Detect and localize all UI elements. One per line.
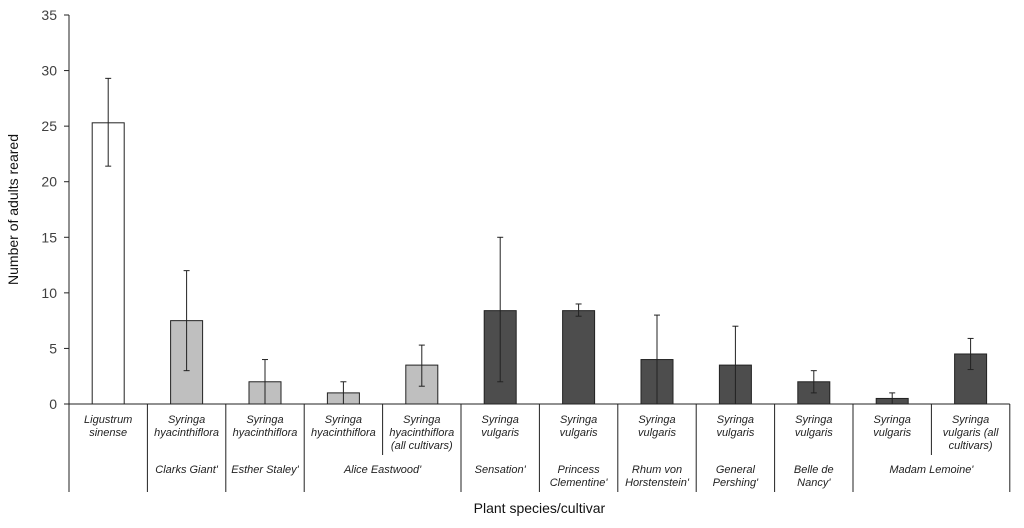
- category-label: cultivars): [949, 440, 993, 452]
- y-tick-label: 20: [41, 174, 57, 190]
- category-label: Ligustrum: [84, 414, 132, 426]
- y-tick-label: 0: [49, 396, 57, 412]
- category-label: Syringa: [560, 414, 597, 426]
- category-label: vulgaris: [873, 427, 911, 439]
- category-label: vulgaris: [560, 427, 598, 439]
- bar: [562, 310, 596, 405]
- cultivar-label: Pershing': [713, 477, 759, 489]
- cultivar-label: Belle de: [794, 464, 834, 476]
- category-label: Syringa: [246, 414, 283, 426]
- y-tick-label: 25: [41, 118, 57, 134]
- category-label: Syringa: [325, 414, 362, 426]
- category-label: Syringa: [638, 414, 675, 426]
- y-axis-ticks: 0 5 10 15 20 25 30 35: [41, 7, 69, 412]
- category-label: hyacinthiflora: [311, 427, 376, 439]
- cultivar-label: Horstenstein': [625, 477, 690, 489]
- category-label: hyacinthiflora: [233, 427, 298, 439]
- category-label: vulgaris: [481, 427, 519, 439]
- cultivar-label: Madam Lemoine': [889, 464, 974, 476]
- y-tick-label: 10: [41, 285, 57, 301]
- cultivar-label: Clarks Giant': [155, 464, 219, 476]
- cultivar-label: Alice Eastwood': [343, 464, 422, 476]
- cultivar-label: Nancy': [797, 477, 831, 489]
- category-label: Syringa: [874, 414, 911, 426]
- category-label: vulgaris: [716, 427, 754, 439]
- y-tick-label: 30: [41, 63, 57, 79]
- y-tick-label: 35: [41, 7, 57, 23]
- category-label: hyacinthiflora: [389, 427, 454, 439]
- cultivar-labels: Clarks Giant' Esther Staley' Alice Eastwoo…: [155, 464, 974, 489]
- y-tick-label: 5: [49, 340, 57, 356]
- cultivar-label: Clementine': [550, 477, 609, 489]
- category-label: Syringa: [403, 414, 440, 426]
- bars-group: [91, 122, 988, 405]
- category-label: Syringa: [795, 414, 832, 426]
- cultivar-label: Rhum von: [632, 464, 682, 476]
- category-label: Syringa: [482, 414, 519, 426]
- category-label: hyacinthiflora: [154, 427, 219, 439]
- category-label: Syringa: [168, 414, 205, 426]
- category-label: (all cultivars): [391, 440, 453, 452]
- category-label: Syringa: [717, 414, 754, 426]
- category-label: vulgaris: [795, 427, 833, 439]
- category-label: Syringa: [952, 414, 989, 426]
- error-bars-group: [105, 77, 974, 405]
- category-label: vulgaris: [638, 427, 676, 439]
- cultivar-label: Princess: [558, 464, 601, 476]
- category-labels: LigustrumsinenseSyringahyacinthifloraSyr…: [84, 414, 999, 452]
- cultivar-label: General: [716, 464, 756, 476]
- cultivar-label: Sensation': [475, 464, 527, 476]
- x-axis-title: Plant species/cultivar: [474, 500, 606, 516]
- category-label: sinense: [89, 427, 127, 439]
- category-dividers: [146, 404, 1011, 492]
- y-axis-title: Number of adults reared: [5, 134, 21, 285]
- y-tick-label: 15: [41, 229, 57, 245]
- category-label: vulgaris (all: [943, 427, 999, 439]
- cultivar-label: Esther Staley': [231, 464, 299, 476]
